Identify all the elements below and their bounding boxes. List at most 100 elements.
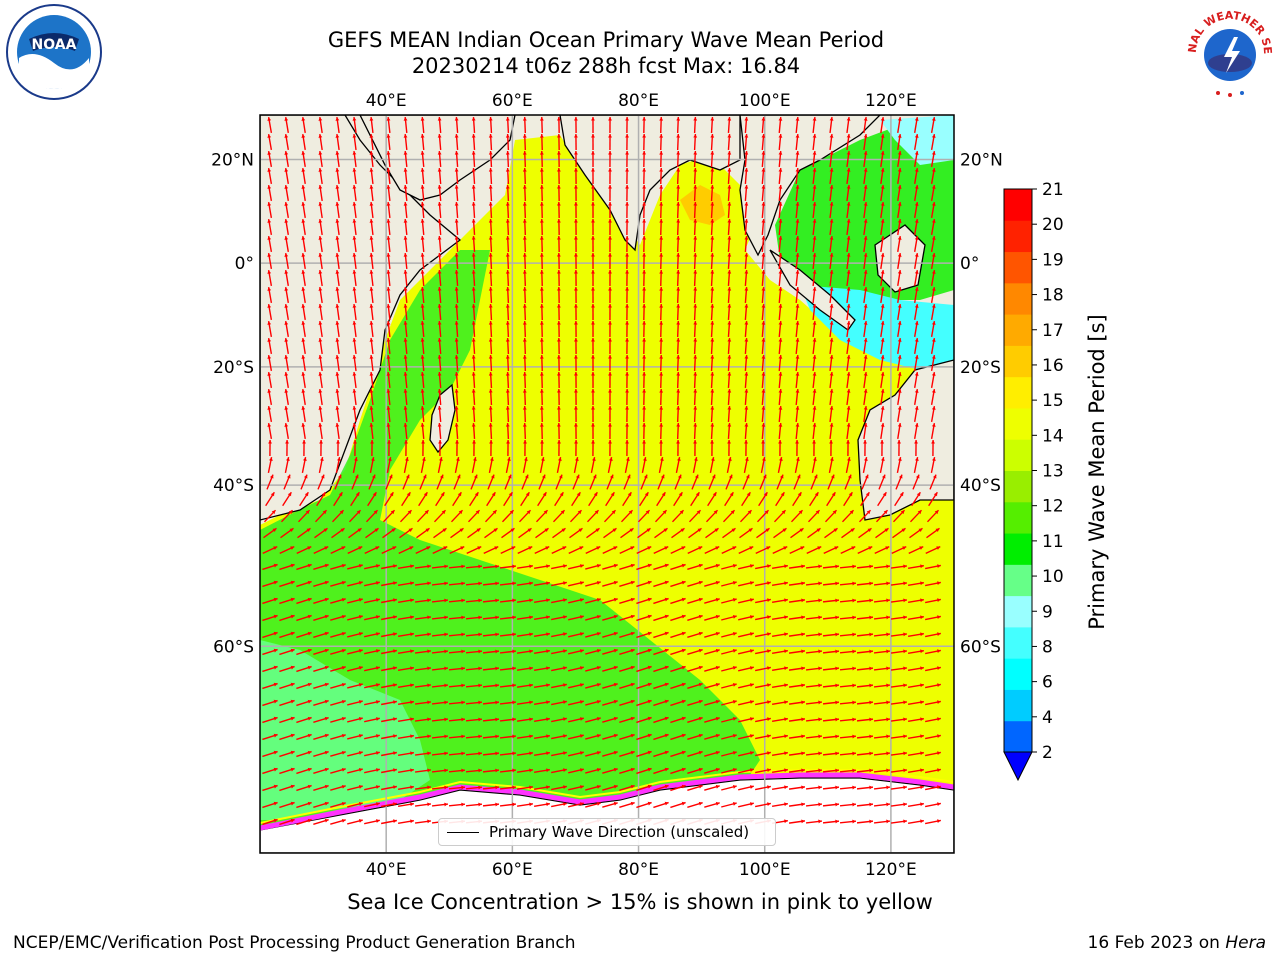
wave-arrow [539, 303, 544, 321]
wave-arrow [846, 218, 851, 236]
wave-arrow [693, 116, 698, 134]
wave-arrow [880, 116, 885, 134]
wave-arrow [788, 649, 806, 654]
wave-arrow [591, 218, 595, 236]
wave-arrow [318, 371, 323, 389]
wave-arrow [795, 371, 800, 389]
wave-arrow [499, 649, 517, 654]
wave-arrow [437, 457, 443, 473]
wave-arrow [347, 751, 363, 757]
wave-arrow [619, 580, 635, 588]
wave-arrow [556, 320, 561, 338]
wave-arrow [907, 615, 925, 621]
wave-arrow [403, 201, 408, 219]
wave-arrow [516, 734, 534, 739]
wave-arrow [551, 649, 567, 655]
wave-arrow [856, 700, 874, 705]
wave-arrow [330, 818, 346, 825]
wave-arrow [381, 564, 397, 570]
wave-arrow [522, 388, 527, 406]
wave-arrow [778, 184, 783, 202]
wave-arrow [602, 801, 618, 808]
wave-arrow [829, 133, 834, 151]
wave-arrow [725, 474, 733, 490]
wave-arrow [397, 751, 415, 756]
wave-arrow [707, 491, 717, 507]
wave-arrow [450, 527, 464, 539]
wave-arrow [505, 354, 510, 372]
wave-arrow [574, 337, 578, 355]
wave-arrow [318, 235, 323, 253]
wave-arrow [846, 405, 851, 423]
wave-arrow [771, 768, 789, 774]
wave-arrow [574, 286, 578, 304]
wave-arrow [829, 337, 834, 355]
wave-arrow [279, 631, 295, 639]
wave-arrow [436, 474, 444, 490]
wave-arrow [875, 509, 889, 523]
wave-arrow [437, 286, 442, 304]
colorbar-segment [1004, 595, 1032, 628]
wave-arrow [704, 699, 720, 706]
wave-arrow [279, 597, 295, 605]
wave-arrow [693, 439, 697, 457]
wave-arrow [313, 750, 329, 757]
wave-arrow [738, 564, 754, 570]
wave-arrow [907, 649, 925, 655]
wave-arrow [687, 563, 703, 571]
wave-arrow [499, 734, 517, 739]
wave-arrow [687, 580, 703, 588]
wave-arrow [846, 303, 851, 321]
wave-arrow [925, 666, 941, 672]
wave-arrow [539, 252, 544, 270]
wave-arrow [659, 337, 664, 355]
wave-arrow [279, 545, 295, 555]
wave-arrow [930, 252, 936, 270]
wave-arrow [482, 598, 500, 603]
wave-arrow [863, 133, 868, 151]
wave-arrow [284, 303, 289, 321]
wave-arrow [704, 631, 720, 638]
colorbar-segment [1004, 689, 1032, 722]
wave-arrow [397, 734, 415, 739]
wave-arrow [539, 184, 544, 202]
wave-arrow [846, 235, 851, 253]
wave-arrow [454, 422, 459, 440]
wave-arrow [585, 632, 601, 638]
wave-arrow [625, 201, 629, 219]
wave-arrow [471, 371, 476, 389]
wave-arrow [403, 337, 408, 355]
colorbar-tick-label: 19 [1042, 250, 1064, 270]
wave-arrow [568, 649, 584, 655]
wave-arrow [676, 269, 681, 287]
wave-arrow [880, 252, 885, 270]
wave-arrow [471, 303, 476, 321]
wave-arrow [930, 184, 936, 202]
wave-arrow [318, 201, 323, 219]
wave-arrow [620, 527, 634, 539]
wave-arrow [761, 252, 766, 270]
wave-arrow [522, 354, 527, 372]
wave-arrow [316, 491, 326, 507]
left-lat-label: 0° [235, 254, 254, 274]
wave-arrow [414, 649, 432, 654]
wave-arrow [822, 666, 840, 671]
wave-arrow [761, 320, 766, 338]
wave-arrow [925, 649, 941, 655]
colorbar-tick-label: 6 [1042, 673, 1053, 693]
wave-arrow [788, 717, 806, 722]
wave-arrow [670, 716, 686, 724]
wave-arrow [642, 286, 647, 304]
wave-arrow [858, 509, 872, 523]
wave-arrow [619, 767, 635, 775]
wave-arrow [267, 337, 273, 355]
wave-arrow [636, 682, 652, 690]
wave-arrow [499, 717, 517, 722]
wave-arrow [659, 201, 664, 219]
noaa-logo: NOAA [6, 4, 102, 100]
wave-arrow [347, 598, 363, 604]
wave-arrow [574, 405, 578, 423]
wave-arrow [401, 491, 411, 507]
wave-arrow [318, 184, 323, 202]
wave-arrow [829, 201, 834, 219]
